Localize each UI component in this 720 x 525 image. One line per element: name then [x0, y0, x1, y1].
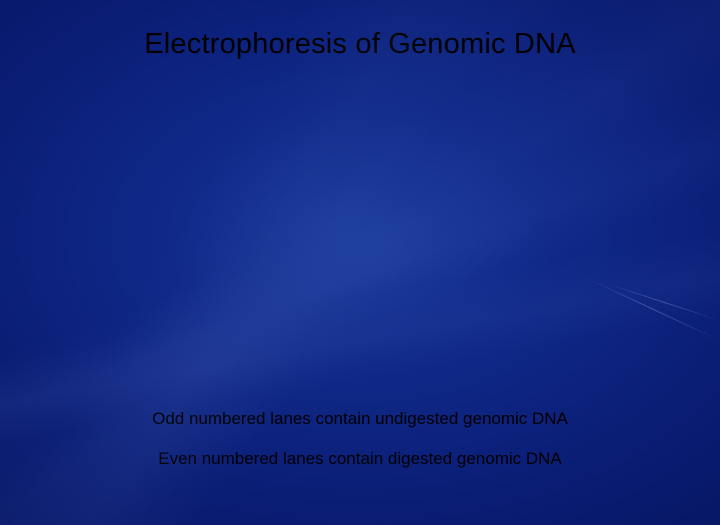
caption-line-2: Even numbered lanes contain digested gen… [0, 449, 720, 469]
slide-title: Electrophoresis of Genomic DNA [0, 28, 720, 61]
ray-accent-icon [584, 277, 720, 341]
slide-container: Electrophoresis of Genomic DNA Odd numbe… [0, 0, 720, 525]
caption-line-1: Odd numbered lanes contain undigested ge… [0, 409, 720, 429]
ray-accent-icon [606, 283, 720, 321]
